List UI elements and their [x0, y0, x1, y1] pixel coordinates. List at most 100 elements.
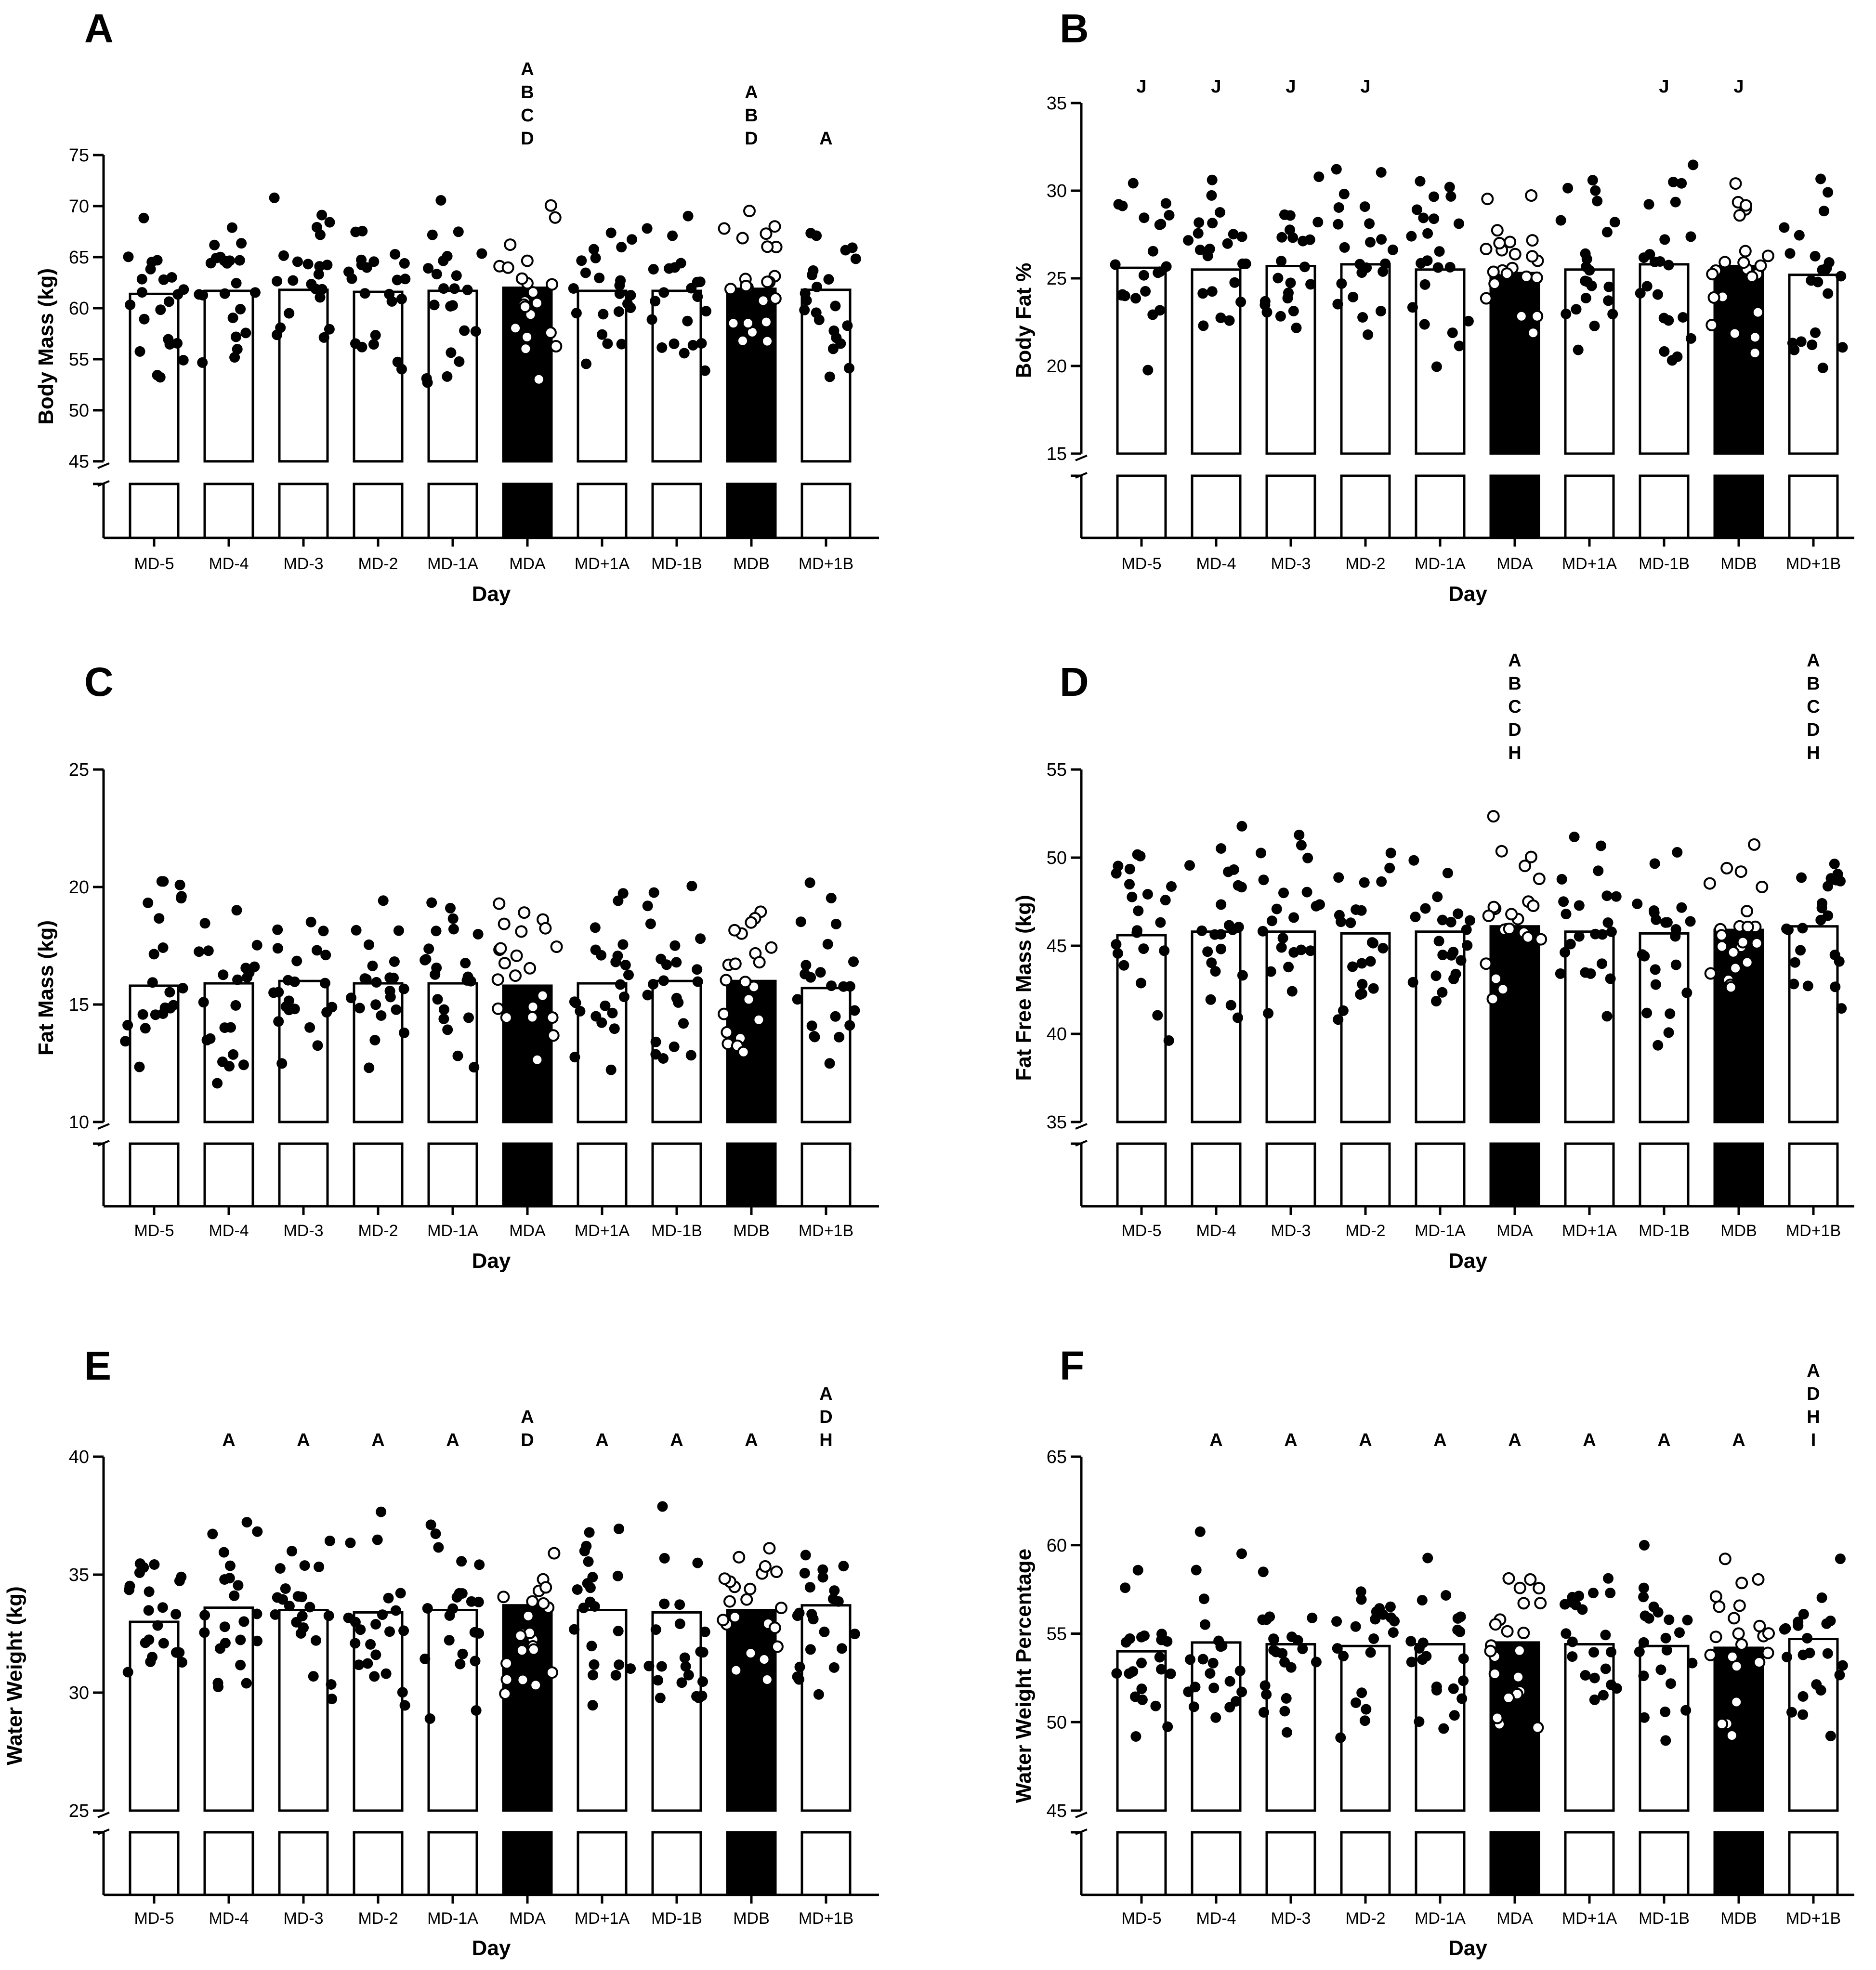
data-point	[1707, 291, 1720, 304]
data-point	[473, 1596, 484, 1607]
data-point	[1376, 167, 1387, 178]
y-tick-label: 20	[1047, 356, 1067, 377]
data-point	[157, 942, 169, 953]
data-point	[609, 1023, 620, 1034]
chart-panel-a: A 45 50 55 60 65 70 75 Body Mass (kg) Day MD-5 MD-4…	[34, 6, 879, 606]
data-point	[1434, 246, 1445, 257]
data-point	[232, 974, 243, 985]
data-point	[678, 1018, 689, 1029]
x-tick-label: MD-5	[1121, 555, 1161, 573]
data-point	[1124, 863, 1135, 874]
data-point	[519, 342, 532, 355]
data-point	[1590, 185, 1601, 196]
bar-lower	[577, 483, 628, 539]
bar-lower	[353, 483, 404, 539]
data-point	[1737, 256, 1750, 269]
data-point	[154, 913, 165, 924]
significance-label: D	[521, 1430, 534, 1450]
data-point	[1261, 1689, 1272, 1700]
data-point	[1503, 923, 1516, 935]
data-point	[1364, 218, 1375, 229]
data-point	[537, 1597, 550, 1610]
data-point	[758, 1653, 771, 1666]
data-point	[656, 342, 668, 353]
significance-label: A	[745, 1430, 758, 1450]
data-point	[1389, 1616, 1400, 1627]
bar-lower	[726, 1142, 777, 1208]
data-point	[1366, 937, 1377, 948]
y-tick-label: 70	[69, 196, 89, 217]
data-point	[1688, 159, 1699, 170]
data-point	[1488, 1668, 1501, 1680]
data-point	[1268, 1633, 1279, 1644]
data-point	[1136, 1631, 1147, 1643]
data-point	[497, 1591, 510, 1604]
data-point	[1422, 228, 1433, 239]
data-point	[1488, 277, 1501, 290]
data-point	[824, 1058, 835, 1069]
data-point	[1487, 265, 1500, 278]
data-point	[826, 980, 837, 992]
data-point	[1502, 1572, 1515, 1585]
data-point	[1163, 1035, 1174, 1046]
data-point	[1421, 1651, 1432, 1662]
x-tick-label: MD+1B	[1786, 1909, 1841, 1928]
data-point	[1762, 1627, 1775, 1640]
x-tick-label: MD-5	[134, 1909, 174, 1928]
data-point	[800, 960, 812, 971]
data-point	[1836, 1003, 1847, 1014]
data-point	[345, 1538, 356, 1548]
data-point	[456, 1556, 467, 1567]
data-point	[745, 916, 758, 929]
panel-letter: F	[1060, 1343, 1084, 1388]
x-axis-title: Day	[1448, 1936, 1487, 1960]
x-tick-label: MD-2	[358, 1222, 398, 1240]
data-point	[728, 1611, 741, 1624]
data-point	[1748, 331, 1761, 344]
data-point	[844, 363, 854, 374]
bar-lower	[1713, 474, 1764, 539]
data-point	[224, 255, 235, 266]
data-point	[1637, 949, 1648, 960]
data-point	[695, 1646, 706, 1657]
data-point	[1729, 177, 1742, 190]
data-point	[361, 262, 372, 273]
data-point	[157, 1602, 168, 1613]
bar-lower	[577, 1142, 628, 1208]
data-point	[252, 1526, 263, 1537]
data-point	[427, 229, 438, 240]
data-point	[659, 1553, 670, 1564]
axis-break-mark	[97, 462, 110, 469]
data-point	[1164, 209, 1175, 221]
data-point	[544, 326, 557, 339]
data-point	[1283, 962, 1294, 973]
data-point	[729, 957, 742, 970]
data-point	[1417, 1595, 1428, 1606]
data-point	[494, 942, 507, 955]
chart-panel-e: E 25 30 35 40 Water Weight (kg) Day MD-5 MD-4 A MD…	[3, 1343, 879, 1960]
data-point	[1282, 1727, 1292, 1738]
data-point	[547, 1029, 560, 1042]
data-point	[431, 926, 442, 937]
data-point	[515, 272, 528, 285]
x-tick-label: MDB	[1720, 1222, 1757, 1240]
data-point	[241, 1517, 252, 1528]
data-point	[384, 972, 395, 983]
significance-label: A	[595, 1430, 608, 1450]
data-point	[288, 275, 299, 286]
data-point	[669, 1041, 680, 1052]
data-point	[806, 1609, 817, 1619]
data-point	[230, 1000, 241, 1011]
y-tick-label: 65	[1047, 1447, 1067, 1467]
data-point	[1357, 978, 1368, 990]
data-point	[718, 1572, 731, 1585]
data-point	[546, 278, 558, 291]
data-point	[1515, 310, 1528, 323]
data-point	[1643, 199, 1654, 210]
data-point	[238, 1616, 249, 1627]
data-point	[1233, 880, 1244, 891]
data-point	[1420, 903, 1431, 914]
data-point	[370, 999, 381, 1010]
data-point	[314, 1561, 325, 1572]
data-point	[536, 989, 549, 1002]
